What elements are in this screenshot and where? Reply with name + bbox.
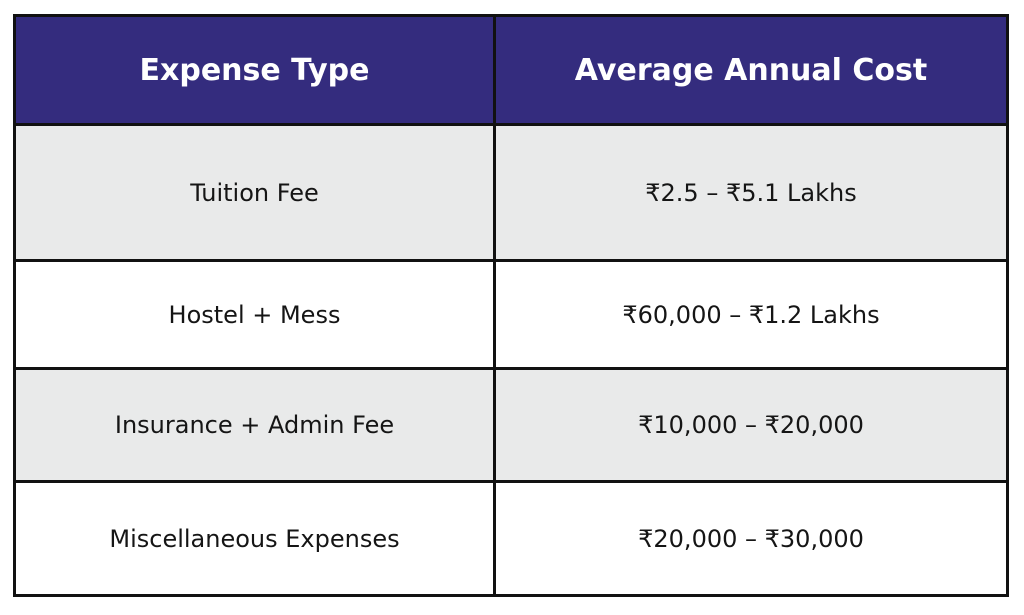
header-average-annual-cost: Average Annual Cost — [493, 14, 1009, 126]
header-expense-type: Expense Type — [13, 14, 496, 126]
expense-type-cell: Miscellaneous Expenses — [13, 480, 496, 597]
table-row: Tuition Fee ₹2.5 – ₹5.1 Lakhs — [13, 123, 1009, 262]
annual-cost-cell: ₹2.5 – ₹5.1 Lakhs — [493, 123, 1009, 262]
table-row: Insurance + Admin Fee ₹10,000 – ₹20,000 — [13, 367, 1009, 483]
expense-type-cell: Hostel + Mess — [13, 259, 496, 370]
annual-cost-cell: ₹60,000 – ₹1.2 Lakhs — [493, 259, 1009, 370]
table-header-row: Expense Type Average Annual Cost — [13, 14, 1009, 126]
expense-type-cell: Insurance + Admin Fee — [13, 367, 496, 483]
annual-cost-cell: ₹10,000 – ₹20,000 — [493, 367, 1009, 483]
annual-cost-cell: ₹20,000 – ₹30,000 — [493, 480, 1009, 597]
table-row: Miscellaneous Expenses ₹20,000 – ₹30,000 — [13, 480, 1009, 597]
expense-type-cell: Tuition Fee — [13, 123, 496, 262]
table-row: Hostel + Mess ₹60,000 – ₹1.2 Lakhs — [13, 259, 1009, 370]
expense-cost-table: Expense Type Average Annual Cost Tuition… — [13, 14, 1009, 597]
